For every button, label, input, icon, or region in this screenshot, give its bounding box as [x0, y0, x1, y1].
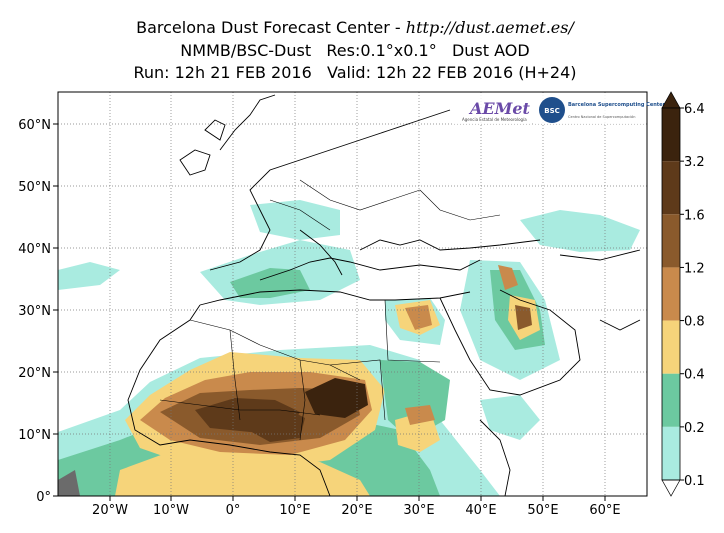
- colorbar-segment: [662, 320, 680, 374]
- y-tick-label: 60°N: [18, 118, 51, 133]
- colorbar-segment: [662, 426, 680, 480]
- coastlines: [127, 94, 641, 496]
- colorbar-over-arrow: [661, 91, 681, 109]
- colorbar-label: 3.2: [684, 155, 705, 170]
- colorbar-segment: [662, 373, 680, 427]
- x-tick-label: 30°E: [403, 503, 434, 518]
- title-line-3: Run: 12h 21 FEB 2016 Valid: 12h 22 FEB 2…: [133, 63, 577, 82]
- y-tick-label: 40°N: [18, 242, 51, 257]
- aemet-logo-subtext: Agencia Estatal de Meteorología: [462, 117, 527, 122]
- title-prefix: Barcelona Dust Forecast Center -: [136, 18, 406, 37]
- y-tick-label: 0°: [36, 490, 51, 505]
- bsc-name-text: Barcelona Supercomputing Center: [568, 102, 666, 108]
- bsc-subtext: Centro Nacional de Supercomputación: [568, 115, 635, 119]
- colorbar-label: 1.2: [684, 261, 705, 276]
- colorbar-segment: [662, 267, 680, 321]
- colorbar-segment: [662, 214, 680, 268]
- title-line-1: Barcelona Dust Forecast Center - http://…: [0, 18, 710, 38]
- aemet-logo: AEMet Agencia Estatal de Meteorología: [452, 94, 532, 124]
- colorbar-under-arrow: [661, 479, 681, 497]
- colorbar-label: 0.2: [684, 421, 705, 436]
- colorbar-label: 0.4: [684, 368, 705, 383]
- colorbar-label: 1.6: [684, 208, 705, 223]
- title-line-2: NMMB/BSC-Dust Res:0.1°x0.1° Dust AOD: [180, 41, 530, 60]
- y-tick-label: 20°N: [18, 366, 51, 381]
- x-tick-label: 20°E: [341, 503, 372, 518]
- y-tick-label: 10°N: [18, 428, 51, 443]
- colorbar-segment: [662, 161, 680, 215]
- colorbar-label: 0.8: [684, 315, 705, 330]
- y-tick-labels: 60°N 50°N 40°N 30°N 20°N 10°N 0°: [18, 118, 51, 505]
- country-borders: [159, 179, 501, 441]
- title-url: http://dust.aemet.es/: [405, 18, 574, 37]
- y-tick-label: 30°N: [18, 304, 51, 319]
- x-tick-label: 60°E: [589, 503, 620, 518]
- x-tick-label: 10°W: [153, 503, 189, 518]
- x-tick-label: 20°W: [92, 503, 128, 518]
- dust-field: [58, 200, 640, 496]
- x-tick-labels: 20°W 10°W 0° 10°E 20°E 30°E 40°E 50°E 60…: [92, 503, 621, 518]
- tick-marks: [53, 123, 606, 501]
- colorbar-label: 6.4: [684, 102, 705, 117]
- bsc-badge-icon: [539, 97, 565, 123]
- colorbar-segment: [662, 108, 680, 162]
- bsc-badge-text: BSC: [544, 107, 560, 115]
- colorbar-frame: [661, 107, 681, 481]
- colorbar-label: 0.1: [684, 474, 705, 489]
- x-tick-label: 50°E: [527, 503, 558, 518]
- aemet-logo-text: AEMet: [468, 99, 531, 118]
- y-tick-label: 50°N: [18, 180, 51, 195]
- map-frame: [57, 91, 648, 497]
- map-gridlines: [58, 92, 647, 496]
- bsc-logo: BSC Barcelona Supercomputing Center Cent…: [534, 94, 666, 124]
- colorbar: 6.4 3.2 1.6 1.2 0.8 0.4 0.2 0.1: [661, 91, 705, 497]
- x-tick-label: 10°E: [279, 503, 310, 518]
- x-tick-label: 0°: [226, 503, 241, 518]
- x-tick-label: 40°E: [465, 503, 496, 518]
